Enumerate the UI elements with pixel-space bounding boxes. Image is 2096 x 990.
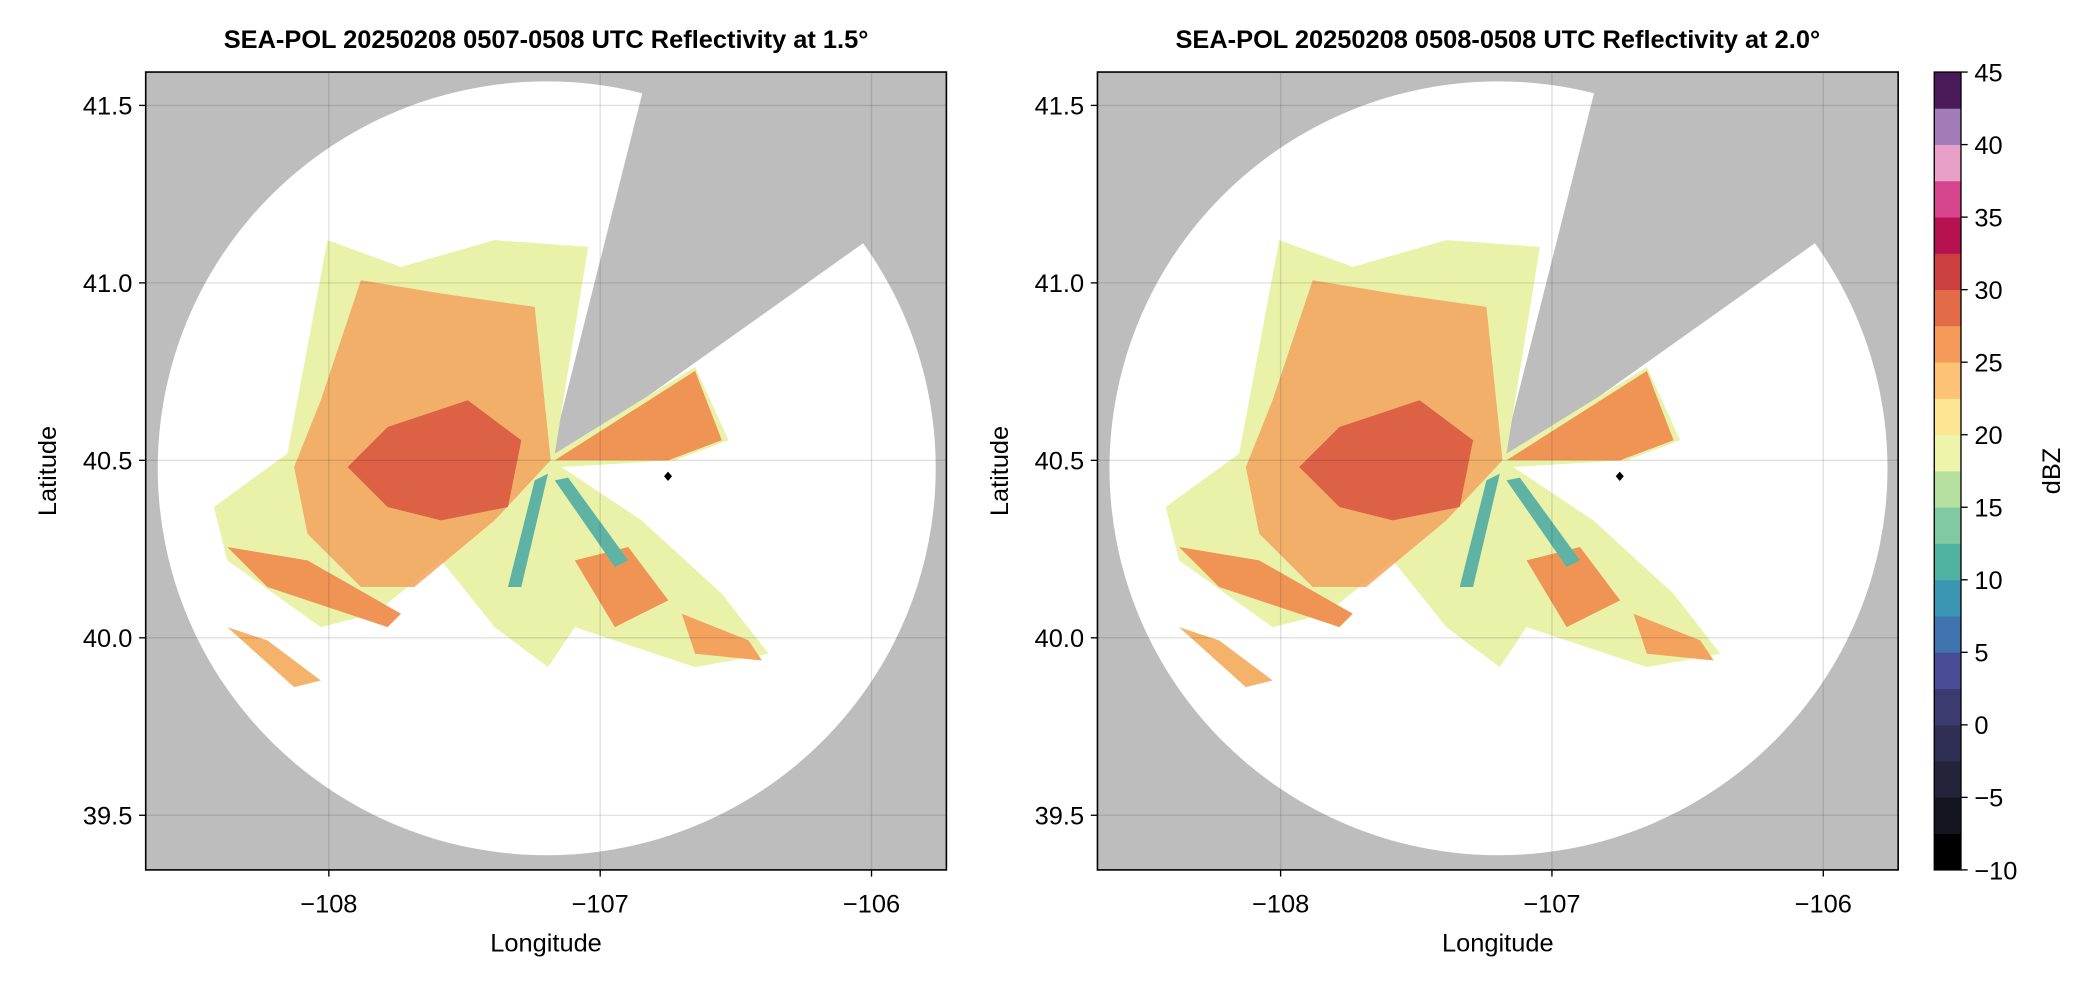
plot-area <box>145 72 947 870</box>
colorbar-label: dBZ <box>2038 448 2066 494</box>
y-tick-label: 41.0 <box>1035 270 1084 298</box>
colorbar-band <box>1934 579 1961 617</box>
colorbar-band <box>1934 724 1961 762</box>
x-tick-label: −108 <box>1252 891 1309 919</box>
colorbar-frame <box>1933 71 1962 871</box>
colorbar-tick-label: 20 <box>1974 422 2002 450</box>
colorbar-band <box>1934 543 1961 581</box>
colorbar-band <box>1934 217 1961 254</box>
x-axis-label: Longitude <box>490 929 602 957</box>
radar-marker <box>1615 471 1624 481</box>
colorbar-tick-label: 15 <box>1974 495 2002 523</box>
y-tick-label: 41.5 <box>83 93 132 121</box>
colorbar-band <box>1934 253 1961 291</box>
chart-title: SEA-POL 20250208 0508-0508 UTC Reflectiv… <box>1176 26 1821 54</box>
colorbar-tick-label: 35 <box>1974 204 2002 232</box>
x-tick-label: −106 <box>843 891 900 919</box>
colorbar-band <box>1934 507 1961 544</box>
y-tick-label: 40.5 <box>83 448 132 476</box>
plot-area <box>1097 72 1899 870</box>
colorbar-band <box>1934 398 1961 436</box>
colorbar-band <box>1934 362 1961 399</box>
chart-title: SEA-POL 20250208 0507-0508 UTC Reflectiv… <box>224 26 869 54</box>
colorbar-band <box>1934 108 1961 145</box>
colorbar-band <box>1934 616 1961 653</box>
colorbar-band <box>1934 470 1961 508</box>
y-tick-label: 41.0 <box>83 270 132 298</box>
colorbar-band <box>1934 144 1961 182</box>
colorbar-band <box>1934 797 1961 835</box>
colorbar-tick-label: 30 <box>1974 277 2002 305</box>
colorbar-band <box>1934 434 1961 472</box>
y-tick-label: 41.5 <box>1035 93 1084 121</box>
radar-marker <box>664 471 673 481</box>
colorbar-tick-label: 5 <box>1974 640 1988 668</box>
colorbar-band <box>1934 688 1961 726</box>
x-tick-label: −106 <box>1795 891 1852 919</box>
y-tick-label: 40.0 <box>1035 625 1084 653</box>
colorbar-band <box>1934 72 1961 109</box>
colorbar-band <box>1934 325 1961 363</box>
colorbar-band <box>1934 289 1961 327</box>
plot-frame <box>144 71 948 871</box>
colorbar-band <box>1934 833 1961 871</box>
x-tick-label: −107 <box>572 891 629 919</box>
x-tick-label: −107 <box>1523 891 1580 919</box>
x-tick-label: −108 <box>300 891 357 919</box>
colorbar-tick-label: −5 <box>1974 785 2003 813</box>
colorbar-band <box>1934 180 1961 218</box>
colorbar-tick-label: 10 <box>1974 567 2002 595</box>
y-axis-label: Latitude <box>986 426 1014 516</box>
colorbar-tick-label: 25 <box>1974 350 2002 378</box>
colorbar-tick-label: 40 <box>1974 132 2002 160</box>
y-axis-label: Latitude <box>34 426 62 516</box>
colorbar-tick-label: 45 <box>1974 59 2002 87</box>
y-tick-label: 40.5 <box>1035 448 1084 476</box>
x-axis-label: Longitude <box>1442 929 1554 957</box>
y-tick-label: 40.0 <box>83 625 132 653</box>
colorbar-band <box>1934 761 1961 798</box>
colorbar-band <box>1934 652 1961 689</box>
plot-frame <box>1096 71 1899 871</box>
y-tick-label: 39.5 <box>83 803 132 831</box>
colorbar-tick-label: 0 <box>1974 712 1988 740</box>
y-tick-label: 39.5 <box>1035 803 1084 831</box>
colorbar-tick-label: −10 <box>1974 857 2017 885</box>
